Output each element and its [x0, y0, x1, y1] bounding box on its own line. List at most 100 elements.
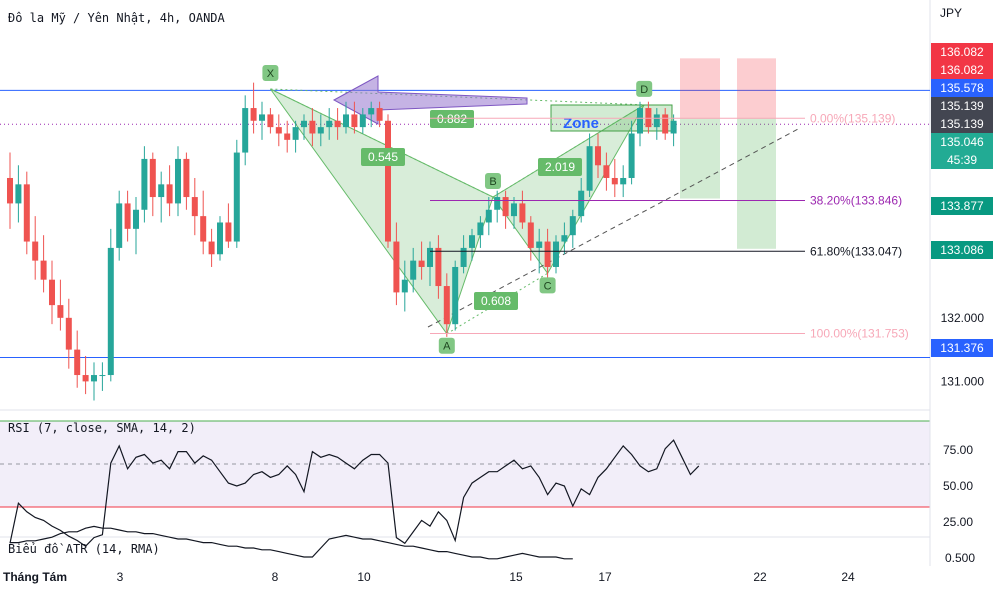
point-a-marker[interactable] — [438, 337, 455, 354]
price-badge-label: 135.578 — [940, 81, 984, 95]
candle-body — [502, 197, 509, 217]
candle-body — [410, 260, 417, 280]
candle — [242, 95, 249, 166]
candle-body — [460, 247, 467, 267]
candle-body — [401, 279, 408, 293]
candle-body — [527, 222, 534, 248]
price-badge[interactable] — [931, 151, 993, 169]
candle — [544, 228, 551, 280]
candle-body — [49, 279, 55, 306]
point-b-label: B — [489, 176, 496, 188]
candle — [82, 355, 89, 395]
candle — [40, 235, 47, 293]
candle — [149, 152, 156, 217]
candle-body — [166, 184, 173, 204]
rsi-pane — [9, 439, 700, 547]
target-box-2[interactable] — [737, 118, 776, 249]
candle — [561, 222, 568, 255]
candle-body — [418, 260, 425, 267]
candle-body — [284, 133, 291, 140]
price-badge[interactable] — [931, 61, 993, 79]
candle — [401, 260, 408, 312]
price-axis[interactable]: 136.000132.000131.00075.0050.0025.000.50… — [931, 43, 993, 565]
candle-body — [452, 266, 459, 325]
candle-body — [653, 114, 660, 128]
candle-body — [368, 108, 375, 115]
ratio-badge[interactable] — [474, 292, 518, 310]
price-badge-label: 135.139 — [940, 99, 984, 113]
candle — [595, 133, 601, 178]
point-x-label: X — [267, 68, 275, 80]
candle-body — [620, 177, 627, 185]
candle-body — [435, 247, 442, 287]
candle-body — [292, 127, 299, 140]
pattern-labels[interactable]: X A B C D 0.882 0.545 2.019 0.608 Zone — [262, 64, 653, 354]
candle-body — [611, 177, 618, 185]
point-b-marker[interactable] — [485, 173, 501, 190]
candle-body — [175, 158, 181, 204]
stop-loss-box-1[interactable] — [680, 58, 720, 119]
risk-reward-boxes[interactable] — [680, 58, 776, 249]
candle-body — [595, 146, 601, 166]
price-badge[interactable] — [931, 197, 993, 215]
candle-body — [326, 120, 333, 128]
candle — [527, 216, 534, 261]
candle — [250, 82, 257, 134]
price-badge-label: 136.082 — [940, 63, 984, 77]
candle — [141, 146, 148, 223]
price-badge[interactable] — [931, 79, 993, 97]
candle — [359, 108, 366, 134]
candle — [662, 108, 669, 140]
time-axis[interactable]: Tháng Tám 3 8 10 15 17 22 24 — [3, 570, 855, 584]
atr-pane — [10, 525, 573, 560]
candle-body — [99, 375, 106, 377]
candle-body — [309, 120, 316, 134]
candle — [166, 165, 173, 217]
price-badge[interactable] — [931, 133, 993, 151]
candle-body — [107, 247, 114, 376]
candle — [477, 216, 484, 248]
ratio-badge[interactable] — [430, 110, 474, 128]
candle — [175, 146, 181, 217]
candle — [410, 247, 417, 293]
price-badge[interactable] — [931, 339, 993, 357]
candle — [645, 101, 652, 134]
fib-level-label: 100.00%(131.753) — [810, 327, 909, 341]
rsi-tick: 50.00 — [943, 479, 973, 493]
price-badge[interactable] — [931, 241, 993, 259]
price-badge[interactable] — [931, 115, 993, 133]
main-pane-bg — [0, 0, 930, 410]
price-badge[interactable] — [931, 43, 993, 61]
candle — [49, 260, 55, 325]
ratio-line-xb — [270, 88, 494, 198]
candle-body — [217, 222, 223, 255]
candle-body — [536, 241, 543, 248]
candle — [611, 158, 618, 198]
ratio-badge[interactable] — [361, 148, 405, 166]
candle — [326, 108, 333, 140]
point-c-marker[interactable] — [539, 277, 556, 294]
candle-body — [267, 114, 274, 128]
candle-body — [569, 216, 576, 236]
target-box-1[interactable] — [680, 118, 720, 199]
candle-body — [662, 114, 669, 134]
stop-loss-box-2[interactable] — [737, 58, 776, 119]
candle-body — [301, 120, 307, 128]
fibonacci-levels[interactable]: 0.00%(135.139) 38.20%(133.846) 61.80%(133.… — [430, 111, 909, 341]
candle — [460, 235, 467, 274]
candle-body — [519, 203, 526, 223]
candle-body — [74, 349, 81, 376]
price-badge-label: 136.082 — [940, 45, 984, 59]
candle — [485, 197, 492, 236]
arrow-shape[interactable] — [332, 75, 528, 125]
ratio-badge[interactable] — [538, 158, 582, 176]
candle-body — [82, 375, 89, 382]
price-badge[interactable] — [931, 97, 993, 115]
candle-body — [494, 197, 501, 210]
candle — [435, 235, 442, 299]
candle — [628, 120, 635, 185]
dashed-trendline[interactable] — [427, 127, 801, 328]
point-x-marker[interactable] — [262, 64, 279, 81]
point-d-marker[interactable] — [636, 80, 653, 97]
